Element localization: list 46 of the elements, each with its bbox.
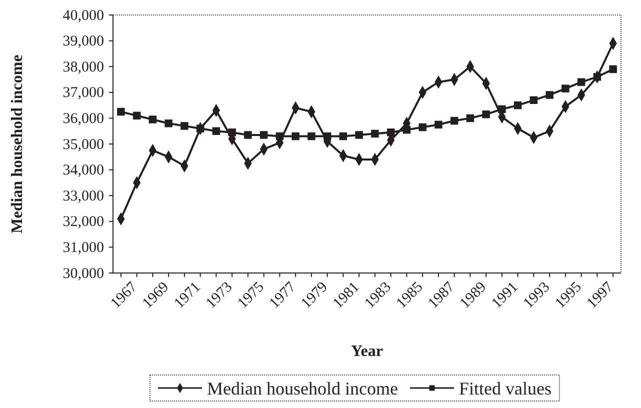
x-tick-label: 1989 (457, 279, 490, 312)
x-tick-label: 1969 (140, 279, 172, 312)
point (117, 108, 125, 116)
point (562, 84, 570, 92)
y-tick-label: 30,000 (62, 266, 104, 282)
point (180, 122, 188, 130)
point (244, 131, 252, 139)
x-tick-label: 1983 (362, 279, 394, 312)
point (308, 132, 316, 140)
y-tick-label: 39,000 (62, 34, 104, 50)
point (514, 101, 522, 110)
point (164, 119, 172, 128)
point (260, 131, 268, 139)
y-tick-label: 38,000 (62, 59, 104, 76)
point (371, 130, 379, 138)
y-tick-label: 35,000 (62, 136, 104, 153)
point (482, 110, 490, 118)
point (450, 116, 458, 125)
y-tick-label: 31,000 (62, 240, 104, 256)
point (546, 91, 554, 99)
point (339, 132, 348, 140)
point (355, 131, 363, 139)
y-tick-label: 36,000 (62, 111, 104, 127)
x-tick-label: 1991 (488, 279, 522, 312)
legend-label: Median household income (207, 378, 398, 398)
point (292, 132, 300, 140)
x-axis-title: Year (351, 343, 383, 360)
y-tick-label: 32,000 (62, 214, 104, 230)
point (132, 112, 141, 120)
x-tick-label: 1979 (298, 279, 331, 312)
point (434, 120, 442, 129)
point (609, 65, 617, 74)
x-tick-label: 1981 (330, 279, 363, 312)
point (577, 78, 586, 86)
y-tick-label: 40,000 (62, 8, 104, 24)
y-axis-title: Median household income (9, 54, 26, 234)
y-tick-label: 34,000 (62, 162, 104, 179)
y-tick-label: 37,000 (62, 85, 104, 102)
point (212, 127, 220, 135)
point (148, 116, 157, 124)
legend-label: Fitted values (458, 378, 552, 398)
x-tick-label: 1971 (171, 279, 204, 312)
point (466, 114, 474, 122)
point (418, 123, 426, 132)
point (530, 96, 538, 104)
y-tick-label: 33,000 (62, 188, 104, 204)
